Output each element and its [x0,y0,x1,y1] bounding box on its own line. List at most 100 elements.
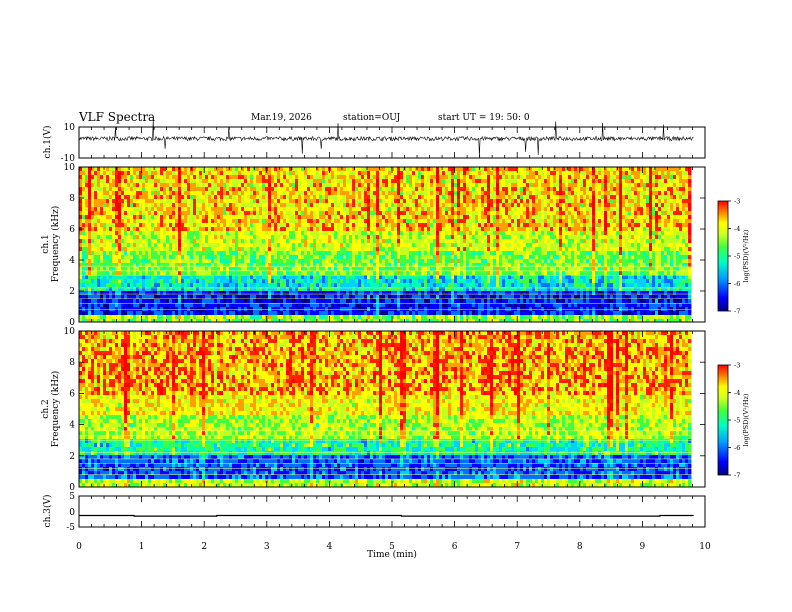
spectrogram-cell [418,219,421,223]
spectrogram-cell [340,187,343,191]
spectrogram-cell [604,243,607,247]
spectrogram-cell [493,195,496,199]
spectrogram-cell [463,243,466,247]
spectrogram-cell [205,215,208,219]
spectrogram-cell [307,203,310,207]
spectrogram-cell [685,219,688,223]
spectrogram-cell [124,191,127,195]
spectrogram-cell [277,199,280,203]
spectrogram-cell [499,223,502,227]
spectrogram-cell [490,255,493,259]
spectrogram-cell [328,223,331,227]
spectrogram-cell [79,255,82,259]
spectrogram-cell [628,259,631,263]
spectrogram-cell [451,231,454,235]
spectrogram-cell [202,259,205,263]
spectrogram-cell [652,203,655,207]
spectrogram-cell [238,199,241,203]
spectrogram-cell [298,191,301,195]
spectrogram-cell [298,183,301,187]
spectrogram-cell [649,195,652,199]
spectrogram-cell [430,235,433,239]
spectrogram-cell [226,199,229,203]
spectrogram-cell [148,235,151,239]
spectrogram-cell [94,231,97,235]
spectrogram-cell [517,175,520,179]
spectrogram-cell [397,239,400,243]
spectrogram-cell [463,179,466,183]
spectrogram-cell [88,243,91,247]
spectrogram-cell [178,215,181,219]
spectrogram-cell [151,183,154,187]
spectrogram-cell [439,227,442,231]
spectrogram-cell [529,235,532,239]
spectrogram-cell [550,191,553,195]
spectrogram-cell [262,219,265,223]
spectrogram-cell [610,223,613,227]
spectrogram-cell [607,199,610,203]
spectrogram-cell [199,199,202,203]
spectrogram-cell [394,171,397,175]
spectrogram-cell [316,235,319,239]
spectrogram-cell [412,219,415,223]
spectrogram-cell [550,211,553,215]
spectrogram-cell [175,251,178,255]
spectrogram-cell [457,247,460,251]
spectrogram-cell [418,187,421,191]
spectrogram-cell [556,191,559,195]
spectrogram-cell [196,247,199,251]
spectrogram-cell [463,183,466,187]
spectrogram-cell [163,215,166,219]
spectrogram-cell [322,251,325,255]
spectrogram-cell [187,239,190,243]
spectrogram-cell [259,191,262,195]
spectrogram-cell [349,211,352,215]
spectrogram-cell [574,215,577,219]
spectrogram-cell [82,223,85,227]
spectrogram-cell [583,223,586,227]
spectrogram-cell [103,255,106,259]
spectrogram-cell [343,255,346,259]
spectrogram-cell [139,247,142,251]
spectrogram-cell [421,227,424,231]
spectrogram-cell [451,251,454,255]
spectrogram-cell [409,207,412,211]
spectrogram-cell [373,207,376,211]
spectrogram-cell [406,235,409,239]
spectrogram-cell [205,223,208,227]
spectrogram-cell [415,211,418,215]
spectrogram-cell [241,255,244,259]
spectrogram-cell [520,235,523,239]
spectrogram-cell [607,195,610,199]
spectrogram-cell [436,187,439,191]
spectrogram-cell [493,227,496,231]
spectrogram-cell [346,235,349,239]
spectrogram-cell [445,231,448,235]
spectrogram-cell [145,171,148,175]
spectrogram-cell [673,235,676,239]
spectrogram-cell [532,235,535,239]
spectrogram-cell [265,219,268,223]
spectrogram-cell [223,235,226,239]
spectrogram-cell [310,199,313,203]
spectrogram-cell [427,227,430,231]
spectrogram-cell [556,235,559,239]
spectrogram-cell [583,203,586,207]
spectrogram-cell [88,175,91,179]
spectrogram-cell [259,255,262,259]
spectrogram-cell [271,183,274,187]
spectrogram-cell [322,179,325,183]
spectrogram-cell [196,251,199,255]
spectrogram-cell [688,227,691,231]
spectrogram-cell [373,179,376,183]
spectrogram-cell [331,191,334,195]
spectrogram-cell [304,215,307,219]
spectrogram-cell [622,195,625,199]
spectrogram-cell [367,167,370,171]
spectrogram-cell [688,183,691,187]
spectrogram-cell [118,207,121,211]
spectrogram-cell [148,247,151,251]
spectrogram-cell [148,167,151,171]
spectrogram-cell [148,219,151,223]
spectrogram-cell [520,255,523,259]
